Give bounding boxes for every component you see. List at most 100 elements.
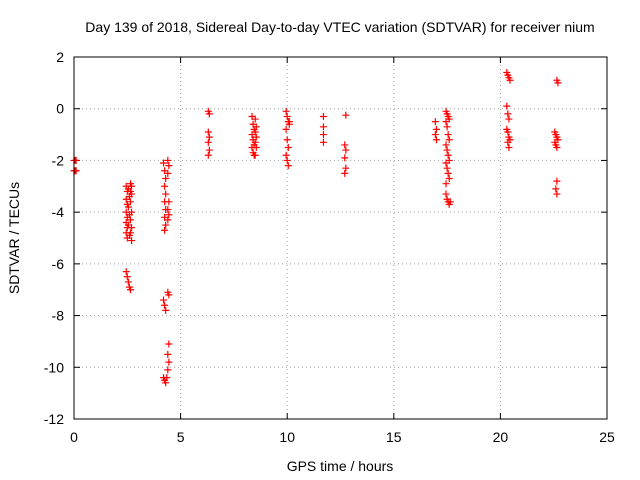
data-point	[251, 128, 259, 136]
data-point	[205, 110, 213, 118]
data-point	[431, 131, 439, 139]
data-point	[553, 190, 561, 198]
data-point	[251, 138, 259, 146]
data-point	[128, 237, 136, 245]
data-point	[442, 159, 450, 167]
data-point	[342, 164, 350, 172]
data-point	[443, 123, 451, 131]
data-point	[164, 169, 172, 177]
data-point	[164, 206, 172, 214]
data-point	[552, 185, 560, 193]
data-point	[126, 198, 134, 206]
data-point	[165, 340, 173, 348]
data-point	[553, 144, 561, 151]
data-point	[252, 144, 260, 151]
data-point	[319, 123, 327, 131]
data-point	[504, 138, 512, 146]
data-point	[165, 198, 173, 206]
data-point	[124, 278, 132, 286]
grid-lines	[74, 57, 607, 419]
data-points	[70, 69, 562, 387]
data-point	[252, 123, 260, 131]
data-point	[164, 216, 172, 224]
data-point	[431, 118, 439, 126]
data-point	[161, 182, 169, 190]
data-point	[162, 379, 170, 387]
data-point	[505, 115, 513, 123]
data-point	[204, 128, 212, 136]
data-point	[164, 366, 172, 374]
data-point	[443, 164, 451, 172]
data-point	[165, 162, 173, 170]
y-tick-label: -12	[44, 411, 64, 427]
data-point	[319, 112, 327, 120]
x-tick-label: 0	[70, 429, 78, 445]
data-point	[342, 146, 350, 154]
data-point	[282, 151, 290, 159]
data-point	[161, 226, 169, 234]
data-point	[126, 216, 134, 224]
data-point	[319, 131, 327, 139]
y-tick-label: -6	[52, 256, 65, 272]
data-point	[162, 306, 170, 314]
data-point	[282, 125, 290, 133]
data-point	[506, 76, 514, 84]
data-point	[162, 190, 170, 198]
plot-frame	[73, 56, 608, 420]
data-point	[443, 146, 451, 154]
y-tick-label: 2	[56, 49, 64, 65]
x-tick-label: 10	[279, 429, 295, 445]
y-tick-label: -2	[52, 152, 65, 168]
data-point	[432, 125, 440, 133]
x-tick-label: 15	[386, 429, 402, 445]
data-point	[503, 102, 511, 110]
data-point	[284, 162, 292, 170]
y-tick-label: -10	[44, 359, 64, 375]
x-tick-label: 25	[599, 429, 615, 445]
data-point	[504, 128, 512, 136]
data-point	[128, 224, 136, 232]
data-point	[442, 141, 450, 149]
data-point	[283, 112, 291, 120]
data-point	[252, 133, 260, 141]
data-point	[165, 211, 173, 219]
data-point	[341, 141, 349, 149]
data-point	[505, 144, 513, 151]
data-point	[342, 111, 350, 119]
data-point	[164, 350, 172, 358]
data-point	[128, 190, 136, 198]
data-point	[162, 221, 170, 229]
data-point	[204, 151, 212, 159]
data-point	[554, 79, 562, 87]
data-point	[163, 374, 171, 382]
data-point	[128, 182, 136, 190]
data-point	[126, 286, 134, 294]
data-point	[444, 131, 452, 139]
data-point	[205, 133, 213, 141]
data-point	[504, 110, 512, 118]
data-point	[164, 156, 172, 164]
data-point	[122, 268, 130, 276]
data-point	[282, 107, 290, 115]
data-point	[341, 154, 349, 162]
data-point	[205, 146, 213, 154]
data-point	[204, 138, 212, 146]
y-tick-label: -8	[52, 308, 65, 324]
data-point	[283, 156, 291, 164]
chart-title: Day 139 of 2018, Sidereal Day-to-day VTE…	[85, 19, 594, 35]
data-point	[283, 136, 291, 144]
data-point	[444, 151, 452, 159]
data-point	[161, 301, 169, 309]
data-point	[251, 151, 259, 159]
data-point	[123, 273, 131, 281]
data-point	[341, 169, 349, 177]
x-axis-label: GPS time / hours	[287, 458, 394, 474]
y-tick-label: -4	[52, 204, 65, 220]
data-point	[553, 177, 561, 185]
data-point	[165, 291, 173, 299]
y-tick-label: 0	[56, 101, 64, 117]
data-point	[442, 118, 450, 126]
data-point	[319, 138, 327, 146]
x-tick-label: 5	[177, 429, 185, 445]
